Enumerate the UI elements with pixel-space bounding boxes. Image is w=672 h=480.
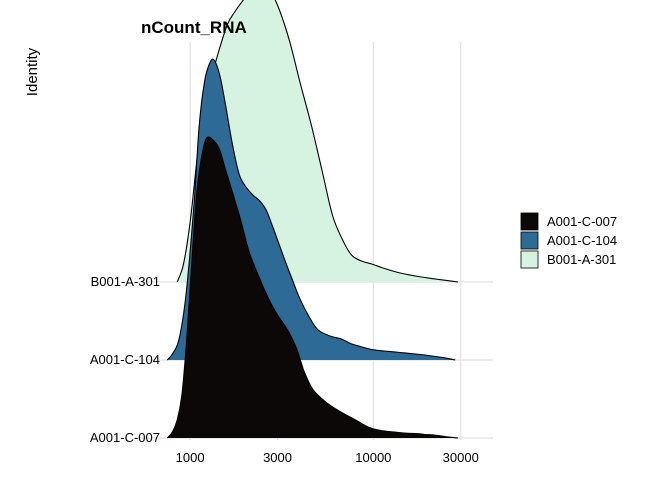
- x-tick-label: 30000: [443, 450, 479, 465]
- legend-swatch: [520, 231, 539, 250]
- density-ridges: [166, 0, 459, 439]
- legend-label: B001-A-301: [547, 252, 616, 267]
- legend-swatch: [520, 212, 539, 231]
- y-tick-label: B001-A-301: [91, 274, 160, 289]
- chart-title: nCount_RNA: [141, 18, 247, 37]
- ridge-fill-A001-C-007: [167, 136, 459, 438]
- y-tick-label: A001-C-007: [90, 430, 160, 445]
- legend: A001-C-007 A001-C-104 B001-A-301: [520, 212, 617, 269]
- y-axis-label: Identity: [24, 47, 41, 96]
- y-tick-label: A001-C-104: [90, 352, 160, 367]
- legend-swatch: [520, 250, 539, 269]
- ridge-outline-A001-C-104: [166, 58, 456, 361]
- x-tick-label: 3000: [263, 450, 292, 465]
- x-tick-label: 10000: [355, 450, 391, 465]
- ridge-outline-A001-C-007: [166, 136, 459, 439]
- legend-label: A001-C-007: [547, 214, 617, 229]
- x-axis-ticks: 1000 3000 10000 30000: [176, 450, 479, 465]
- x-tick-label: 1000: [176, 450, 205, 465]
- legend-label: A001-C-104: [547, 233, 617, 248]
- y-axis-ticks: A001-C-007 A001-C-104 B001-A-301: [90, 274, 160, 445]
